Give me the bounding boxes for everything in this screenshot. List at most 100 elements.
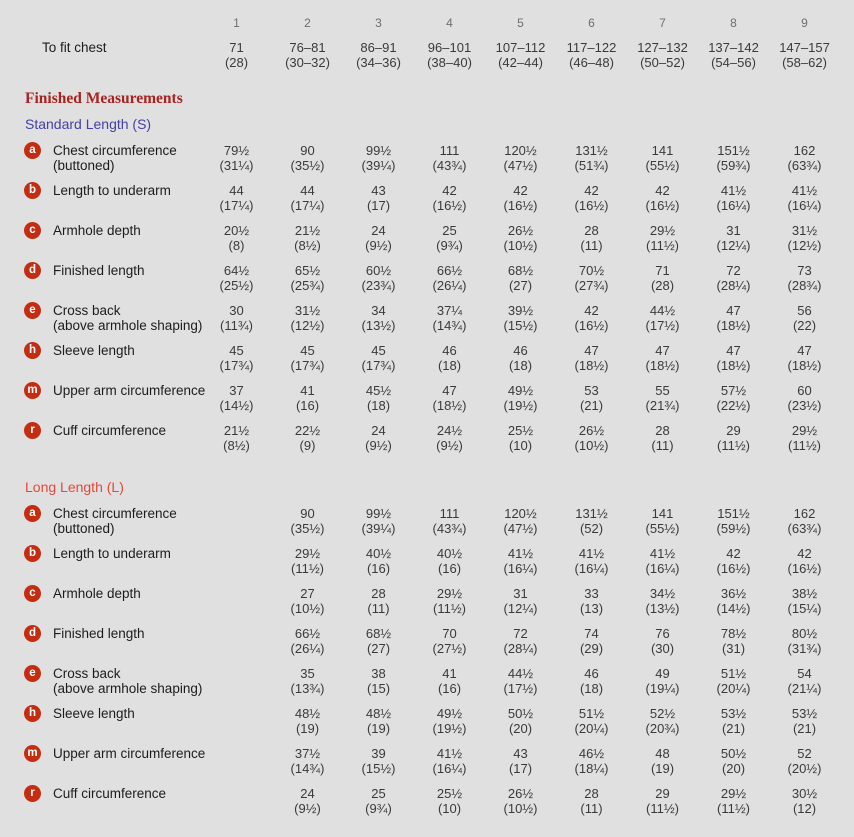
measurement-cell: 24 (9½) [343,423,414,453]
measurement-value-cm: 28 [371,586,386,601]
measurement-value-inches: (17) [366,198,391,213]
measurement-value-inches [201,721,272,736]
measurement-value-cm: 48 [655,746,670,761]
measurement-cell: 53½ (21) [698,706,769,736]
measurement-cell: 29½ (11½) [414,586,485,616]
measurement-cell: 76 (30) [627,626,698,656]
measurement-value-inches: (27½) [432,641,467,656]
measurement-value-cm: 29½ [436,586,463,601]
measurement-cell: 37 (14½) [201,383,272,413]
measurement-value-inches: (13½) [361,318,396,333]
section-title-long: Long Length (L) [25,479,124,495]
measurement-cell: 76–81 (30–32) [272,40,343,70]
to-fit-chest-inches: (30–32) [285,55,330,70]
measurement-label: Cuff circumference [53,786,166,801]
measurement-label-line1: Finished length [53,263,145,278]
measurement-label-cell: a Chest circumference (buttoned) [24,142,201,173]
measurement-cell: 46 (18) [414,343,485,373]
measurement-row: a Chest circumference (buttoned) 79½ (31¼) 90… [24,142,850,173]
measurement-value-inches [201,561,272,576]
measurement-value-cm: 37 [229,383,244,398]
measurement-cell: 24 (9½) [343,223,414,253]
measurement-cell: 70 (27½) [414,626,485,656]
measurement-value-inches: (9½) [294,801,321,816]
measurement-row: a Chest circumference (buttoned) 90 (35½) 99½… [24,505,850,536]
measurement-value-cm: 29½ [649,223,676,238]
to-fit-chest-inches: (46–48) [569,55,614,70]
size-column-header: 2 [304,16,311,30]
row-letter-badge: c [24,585,41,602]
measurement-cell: 78½ (31) [698,626,769,656]
measurement-value-inches: (11½) [433,601,466,616]
measurement-cell: 30½ (12) [769,786,840,816]
measurement-value-cm: 80½ [791,626,818,641]
measurement-label-line1: Upper arm circumference [53,383,206,398]
measurement-value-inches: (43¾) [432,521,467,536]
measurement-label-cell: b Length to underarm [24,182,201,199]
measurement-cell: 66½ (26¼) [414,263,485,293]
measurement-label-line1: Chest circumference [53,506,177,521]
measurement-cell: 47 (18½) [769,343,840,373]
measurement-label-cell: h Sleeve length [24,705,201,722]
measurement-value-inches: (12¼) [716,238,751,253]
measurement-cell: 31½ (12½) [272,303,343,333]
measurement-value-inches: (9½) [365,438,392,453]
measurement-value-inches: (18) [366,398,391,413]
measurement-value-cm: 162 [793,506,816,521]
measurement-value-cm: 47 [442,383,457,398]
measurement-value-cm: 111 [439,506,460,521]
measurement-value-inches: (20¼) [574,721,609,736]
to-fit-chest-cm: 76–81 [289,40,326,55]
measurement-label-line1: Armhole depth [53,586,141,601]
measurement-value-cm: 41½ [507,546,534,561]
measurement-value-cm: 29½ [720,786,747,801]
measurement-label-cell: m Upper arm circumference [24,382,205,399]
measurement-value-inches: (16¼) [574,561,609,576]
measurement-value-cm: 57½ [720,383,747,398]
measurement-value-inches: (21¾) [645,398,680,413]
measurement-value-cm: 22½ [294,423,321,438]
measurement-label: Finished length [53,263,145,278]
measurement-value-inches: (26¼) [432,278,467,293]
measurement-value-inches: (11½) [788,438,821,453]
measurement-value-cm: 42 [513,183,528,198]
measurement-value-cm: 46 [584,666,599,681]
measurement-cell: 57½ (22½) [698,383,769,413]
measurement-value-inches: (9½) [436,438,463,453]
measurement-value-cm: 27 [300,586,315,601]
row-letter-badge: m [24,382,41,399]
measurement-value-inches: (16) [295,398,320,413]
measurement-value-cm: 41½ [578,546,605,561]
measurement-value-inches: (28¼) [503,641,538,656]
measurement-cell: 29 (11½) [698,423,769,453]
measurement-cell: 60 (23½) [769,383,840,413]
measurement-value-cm: 40½ [436,546,463,561]
measurement-value-cm: 64½ [223,263,250,278]
measurement-value-cm: 68½ [365,626,392,641]
measurement-cell: 25 (9¾) [343,786,414,816]
measurement-value-cm: 24½ [436,423,463,438]
measurement-cell: 71 (28) [627,263,698,293]
measurement-value-cm: 44½ [649,303,676,318]
measurement-value-inches: (19) [295,721,320,736]
measurement-value-cm: 54 [797,666,812,681]
measurement-cell: 72 (28¼) [485,626,556,656]
measurement-value-inches: (10) [508,438,533,453]
measurement-value-inches: (63¾) [787,521,822,536]
measurement-label: Chest circumference (buttoned) [53,143,177,173]
measurement-value-inches: (21) [721,721,746,736]
measurement-value-cm: 65½ [294,263,321,278]
measurement-label-line2: (above armhole shaping) [53,681,203,696]
measurement-label-cell: h Sleeve length [24,342,201,359]
measurement-value-inches: (21¼) [787,681,822,696]
measurement-value-inches [201,681,272,696]
measurement-cell: 131½ (52) [556,506,627,536]
size-column-header: 6 [588,16,595,30]
measurement-value-inches: (18½) [645,358,680,373]
row-letter-badge: h [24,705,41,722]
measurement-cell: 41½ (16¼) [485,546,556,576]
sizing-table-page: 1 2 3 4 5 6 7 8 9 To fit chest 71 (28) 76–81 (30–32) 8… [24,16,850,816]
measurement-label-line1: Chest circumference [53,143,177,158]
row-letter-badge: d [24,262,41,279]
measurement-label: Length to underarm [53,183,171,198]
